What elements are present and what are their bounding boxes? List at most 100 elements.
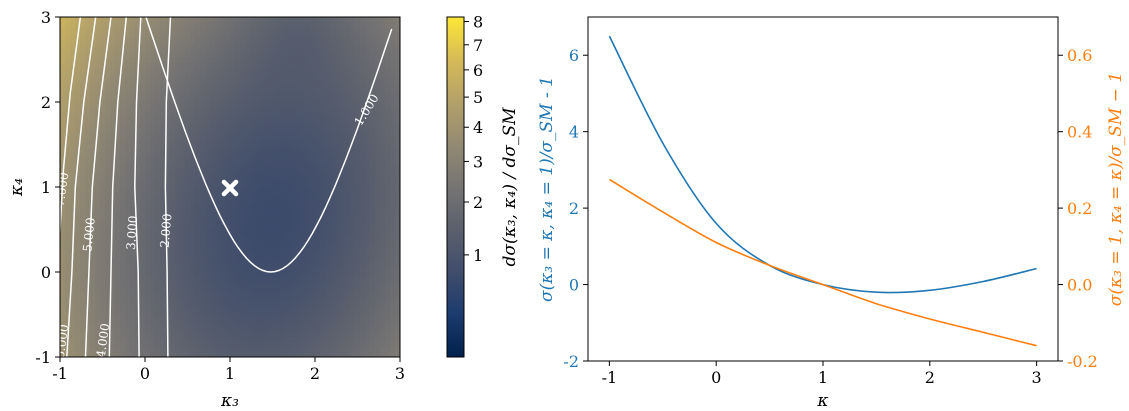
heatmap-cell [90, 342, 96, 348]
heatmap-cell [255, 82, 261, 88]
heatmap-cell [100, 342, 106, 348]
heatmap-cell [260, 312, 266, 318]
heatmap-cell [365, 197, 371, 203]
heatmap-cell [155, 222, 161, 228]
heatmap-cell [285, 97, 291, 103]
heatmap-cell [75, 167, 81, 173]
heatmap-cell [305, 352, 311, 357]
heatmap-cell [150, 17, 156, 23]
heatmap-cell [380, 177, 386, 183]
heatmap-cell [265, 277, 271, 283]
heatmap-cell [80, 72, 86, 78]
heatmap-cell [195, 37, 201, 43]
heatmap-cell [220, 32, 226, 38]
heatmap-cell [225, 267, 231, 273]
heatmap-cell [60, 107, 66, 113]
heatmap-cell [365, 247, 371, 253]
heatmap-cell [315, 232, 321, 238]
heatmap-cell [305, 137, 311, 143]
heatmap-cell [85, 167, 91, 173]
heatmap-cell [65, 292, 71, 298]
heatmap-cell [340, 132, 346, 138]
heatmap-cell [220, 327, 226, 333]
heatmap-cell [250, 302, 256, 308]
heatmap-cell [65, 82, 71, 88]
heatmap-cell [115, 137, 121, 143]
heatmap-cell [250, 92, 256, 98]
heatmap-cell [330, 347, 336, 353]
heatmap-cell [165, 217, 171, 223]
heatmap-cell [380, 202, 386, 208]
heatmap-cell [105, 127, 111, 133]
heatmap-cell [235, 162, 241, 168]
heatmap-cell [240, 147, 246, 153]
heatmap-cell [305, 197, 311, 203]
heatmap-cell [160, 57, 166, 63]
heatmap-cell [70, 42, 76, 48]
heatmap-cell [320, 312, 326, 318]
heatmap-cell [230, 252, 236, 258]
heatmap-cell [225, 337, 231, 343]
heatmap-cell [275, 257, 281, 263]
heatmap-cell [230, 122, 236, 128]
heatmap-cell [375, 57, 381, 63]
heatmap-cell [375, 42, 381, 48]
heatmap-cell [100, 97, 106, 103]
heatmap-cell [335, 332, 341, 338]
heatmap-cell [180, 57, 186, 63]
heatmap-cell [350, 282, 356, 288]
heatmap-cell [130, 42, 136, 48]
heatmap-cell [375, 337, 381, 343]
contour-label-6: 6.000 [53, 323, 72, 359]
heatmap-cell [130, 147, 136, 153]
heatmap-cell [90, 57, 96, 63]
heatmap-cell [305, 117, 311, 123]
heatmap-cell [110, 222, 116, 228]
heatmap-cell [170, 272, 176, 278]
heatmap-cell [70, 297, 76, 303]
heatmap-cell [340, 282, 346, 288]
heatmap-cell [280, 337, 286, 343]
heatmap-cell [125, 82, 131, 88]
heatmap-cell [380, 272, 386, 278]
heatmap-cell [255, 307, 261, 313]
heatmap-cell [150, 277, 156, 283]
heatmap-cell [140, 257, 146, 263]
heatmap-cell [340, 312, 346, 318]
heatmap-cell [175, 277, 181, 283]
heatmap-cell [335, 137, 341, 143]
heatmap-cell [275, 157, 281, 163]
heatmap-cell [260, 217, 266, 223]
heatmap-cell [340, 127, 346, 133]
heatmap-cell [255, 17, 261, 23]
heatmap-cell [180, 87, 186, 93]
heatmap-cell [150, 172, 156, 178]
heatmap-cell [155, 22, 161, 28]
heatmap-cell [375, 237, 381, 243]
heatmap-cell [295, 92, 301, 98]
heatmap-cell [285, 342, 291, 348]
heatmap-cell [290, 272, 296, 278]
heatmap-cell [175, 302, 181, 308]
heatmap-cell [245, 102, 251, 108]
heatmap-cell [150, 207, 156, 213]
heatmap-cell [350, 247, 356, 253]
heatmap-cell [275, 102, 281, 108]
heatmap-cell [70, 347, 76, 353]
heatmap-cell [240, 87, 246, 93]
heatmap-cell [175, 192, 181, 198]
heatmap-cell [220, 17, 226, 23]
heatmap-cell [365, 167, 371, 173]
heatmap-cell [250, 32, 256, 38]
heatmap-cell [265, 252, 271, 258]
heatmap-cell [270, 212, 276, 218]
heatmap-cell [120, 262, 126, 268]
heatmap-cell [265, 22, 271, 28]
heatmap-cell [130, 292, 136, 298]
heatmap-cell [375, 312, 381, 318]
heatmap-cell [150, 302, 156, 308]
heatmap-cell [75, 197, 81, 203]
heatmap-cell [250, 322, 256, 328]
heatmap-cell [230, 102, 236, 108]
heatmap-cell [275, 227, 281, 233]
